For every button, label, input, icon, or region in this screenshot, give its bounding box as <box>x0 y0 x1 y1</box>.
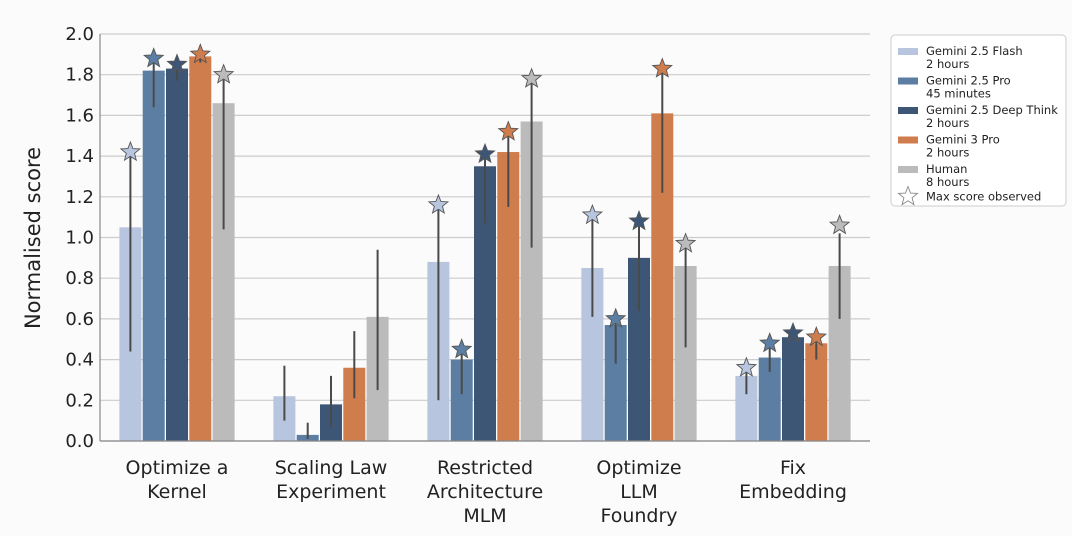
bar <box>758 357 781 441</box>
y-tick-labels: 0.0 0.2 0.4 0.6 0.8 1.0 1.2 1.4 1.6 1.8 2.0 <box>65 24 94 452</box>
bars-layer <box>119 56 851 442</box>
bar <box>166 68 188 441</box>
y-tick-label: 0.4 <box>65 350 94 371</box>
y-tick-label: 0.2 <box>65 390 94 411</box>
y-tick-label: 1.4 <box>65 146 94 167</box>
x-category-label: Fix Embedding <box>739 457 847 503</box>
max-score-star <box>759 332 781 353</box>
max-score-star <box>782 321 804 343</box>
y-tick-label: 2.0 <box>65 24 94 45</box>
bar <box>674 265 697 441</box>
max-score-star <box>735 356 758 377</box>
legend-series-name: Human <box>926 162 967 176</box>
legend-swatch <box>898 166 918 173</box>
x-category-label: Optimize a Kernel <box>126 457 229 503</box>
bar <box>212 103 235 441</box>
y-tick-label: 0.6 <box>65 309 94 330</box>
max-score-star <box>166 53 188 74</box>
max-score-star <box>189 43 211 64</box>
legend-series-sub: 2 hours <box>926 57 969 71</box>
y-tick-label: 1.0 <box>65 228 94 249</box>
bar <box>651 113 674 442</box>
x-category-label: Restricted Architecture MLM <box>427 457 543 527</box>
y-axis-title: Normalised score <box>21 147 45 329</box>
legend-star-label: Max score observed <box>926 190 1041 204</box>
axes-layer <box>99 34 870 442</box>
bar <box>497 152 520 441</box>
bar <box>474 166 496 441</box>
max-score-star <box>581 203 604 225</box>
max-score-star <box>805 325 827 347</box>
max-score-star <box>828 214 851 235</box>
legend-series-name: Gemini 3 Pro <box>926 133 1000 147</box>
max-score-stars-layer <box>119 43 851 377</box>
legend-series-sub: 45 minutes <box>926 87 991 101</box>
legend-series-name: Gemini 2.5 Flash <box>926 44 1023 58</box>
legend-star-icon <box>897 185 919 206</box>
max-score-star <box>651 57 673 78</box>
bar <box>604 325 627 441</box>
bar <box>520 121 543 441</box>
bar <box>828 265 851 441</box>
legend-box <box>890 34 1067 207</box>
x-category-labels: Optimize a Kernel Scaling Law Experiment Res… <box>126 457 847 527</box>
max-score-star <box>520 67 543 88</box>
y-tick-label: 1.6 <box>65 105 94 126</box>
x-category-label: Optimize LLM Foundry <box>596 457 681 527</box>
bar <box>142 70 165 441</box>
bar <box>805 343 828 441</box>
max-score-star <box>119 140 142 162</box>
bar <box>581 268 604 441</box>
bar <box>450 359 473 441</box>
legend-swatch <box>898 48 918 55</box>
max-score-star <box>628 209 650 231</box>
max-score-star <box>212 63 235 84</box>
legend-series-sub: 8 hours <box>926 175 969 189</box>
bar <box>343 367 366 441</box>
legend-series-sub: 2 hours <box>926 116 969 130</box>
legend-series-name: Gemini 2.5 Deep Think <box>926 103 1058 117</box>
max-score-star <box>427 193 450 215</box>
legend-series-sub: 2 hours <box>926 146 969 160</box>
bar <box>189 56 212 441</box>
max-score-star <box>143 47 165 68</box>
max-score-star <box>497 120 519 141</box>
bar <box>735 375 758 441</box>
x-category-label: Scaling Law Experiment <box>275 457 388 503</box>
max-score-star <box>674 232 697 253</box>
y-tick-label: 1.2 <box>65 187 94 208</box>
bar <box>628 257 650 441</box>
max-score-star <box>605 307 627 328</box>
y-tick-label: 0.8 <box>65 268 94 289</box>
error-bars-layer <box>129 54 841 439</box>
y-tick-label: 1.8 <box>65 65 94 86</box>
y-tick-label: 0.0 <box>65 431 94 452</box>
legend-swatch <box>898 77 918 85</box>
max-score-star <box>451 338 473 359</box>
legend-series-name: Gemini 2.5 Pro <box>926 74 1011 88</box>
bar <box>782 337 804 441</box>
max-score-star <box>474 142 496 164</box>
legend-swatch <box>898 107 918 114</box>
legend-swatch <box>898 136 918 144</box>
